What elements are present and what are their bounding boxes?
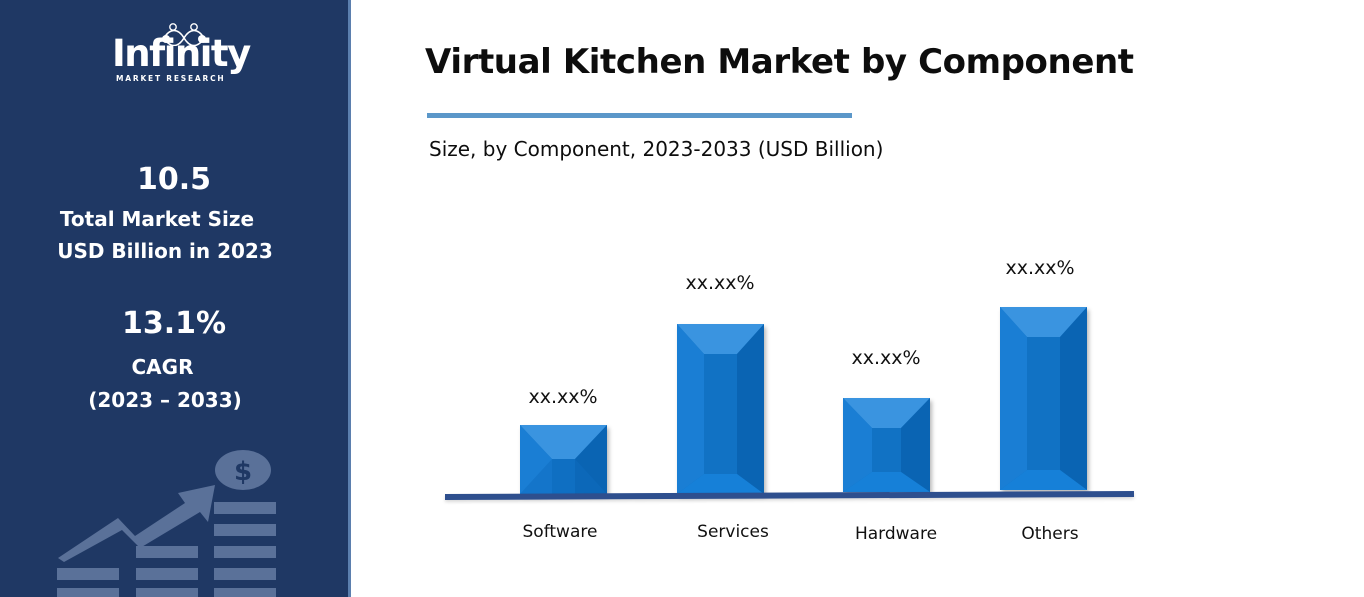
market-size-value: 10.5 <box>136 162 212 197</box>
bar-value-label: xx.xx% <box>851 347 921 369</box>
sidebar-panel: Infinity MARKET RESEARCH 10.5 Total Mark… <box>0 0 348 597</box>
chart-title: Virtual Kitchen Market by Component <box>425 42 1134 82</box>
cagr-value: 13.1% <box>121 306 227 341</box>
category-label-services: Services <box>697 522 769 542</box>
infinity-logo-icon <box>162 23 206 46</box>
svg-text:$: $ <box>234 457 252 487</box>
title-underline <box>427 113 852 118</box>
category-label-software: Software <box>522 522 598 542</box>
sidebar-divider <box>348 0 351 597</box>
cagr-label: CAGR <box>131 355 194 379</box>
market-size-label-line2: USD Billion in 2023 <box>57 239 273 263</box>
growth-chart-icon: $ <box>57 450 276 597</box>
bar-others <box>1000 307 1087 490</box>
x-axis-baseline <box>444 490 1135 500</box>
bar-value-label: xx.xx% <box>1005 257 1075 279</box>
bar-software <box>520 425 607 494</box>
bar-value-label: xx.xx% <box>685 272 755 294</box>
chart-subtitle: Size, by Component, 2023-2033 (USD Billi… <box>429 137 884 161</box>
bar-value-label: xx.xx% <box>528 386 598 408</box>
bar-services <box>677 324 764 494</box>
market-size-label-line1: Total Market Size <box>59 207 255 231</box>
bar-hardware <box>843 398 930 492</box>
company-logo: Infinity MARKET RESEARCH <box>108 22 251 88</box>
logo-tagline: MARKET RESEARCH <box>116 74 226 83</box>
dollar-coin-icon: $ <box>215 450 271 490</box>
logo-wordmark: Infinity <box>112 32 251 75</box>
category-label-hardware: Hardware <box>854 524 938 544</box>
category-label-others: Others <box>1021 524 1079 544</box>
cagr-period: (2023 – 2033) <box>88 388 242 412</box>
